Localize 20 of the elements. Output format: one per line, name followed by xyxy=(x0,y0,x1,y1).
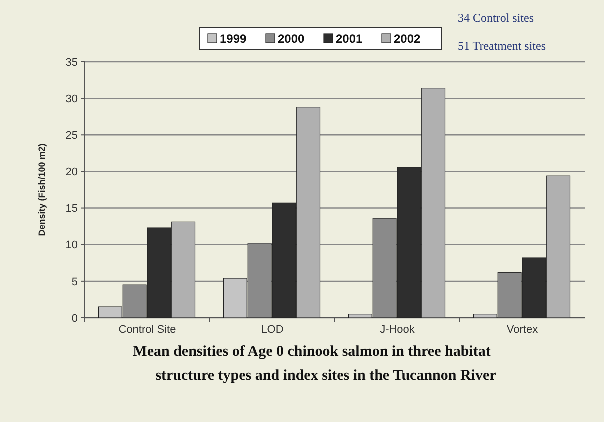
text: 51 Treatment sites xyxy=(458,39,546,53)
text: 34 Control sites xyxy=(458,11,534,25)
x-tick-label: Control Site xyxy=(118,324,176,336)
legend-label: 1999 xyxy=(220,32,248,46)
text: Mean densities of Age 0 chinook salmon in three habitat structure types and index sites in the Tucannon River xyxy=(133,344,497,384)
y-axis-title: Density (Fish/100 m2) xyxy=(37,144,47,236)
legend-label: 2002 xyxy=(394,32,422,46)
x-tick-label: J-Hook xyxy=(380,324,416,336)
y-tick-label: 25 xyxy=(66,130,78,142)
x-tick-label: LOD xyxy=(261,324,284,336)
y-tick-label: 5 xyxy=(72,276,78,288)
y-tick-label: 20 xyxy=(66,166,78,179)
y-tick-label: 10 xyxy=(66,240,78,252)
y-tick-label: 0 xyxy=(72,312,78,325)
y-tick-label: 35 xyxy=(66,56,78,69)
y-tick-label: 30 xyxy=(66,93,78,106)
y-tick-label: 15 xyxy=(66,203,78,216)
x-tick-label: Vortex xyxy=(506,324,539,336)
legend-label: 2000 xyxy=(278,32,306,46)
legend-label: 2001 xyxy=(336,32,364,46)
